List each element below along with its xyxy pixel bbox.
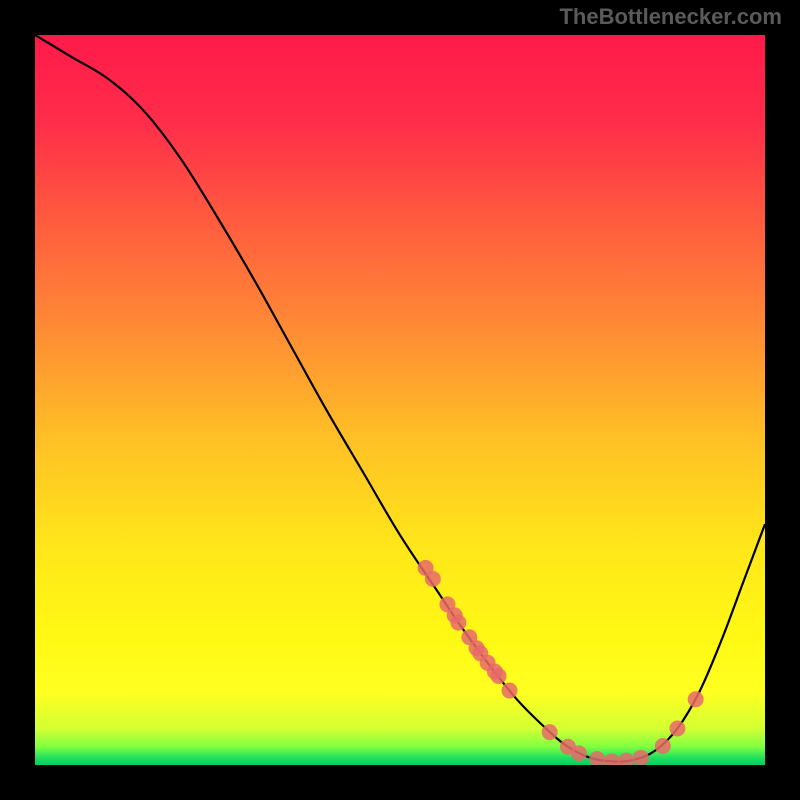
curve-marker xyxy=(655,738,671,754)
curve-marker xyxy=(491,668,507,684)
curve-marker xyxy=(450,615,466,631)
curve-marker xyxy=(502,683,518,699)
curve-marker xyxy=(688,691,704,707)
watermark-text: TheBottlenecker.com xyxy=(559,4,782,30)
curve-marker xyxy=(633,750,649,765)
curve-marker xyxy=(669,721,685,737)
curve-marker xyxy=(571,745,587,761)
bottleneck-curve xyxy=(35,35,765,762)
curve-marker xyxy=(425,571,441,587)
curve-marker xyxy=(604,753,620,765)
curve-marker xyxy=(618,753,634,765)
curve-marker xyxy=(589,751,605,765)
curve-layer xyxy=(35,35,765,765)
curve-markers xyxy=(418,560,704,765)
plot-area xyxy=(35,35,765,765)
curve-marker xyxy=(542,724,558,740)
